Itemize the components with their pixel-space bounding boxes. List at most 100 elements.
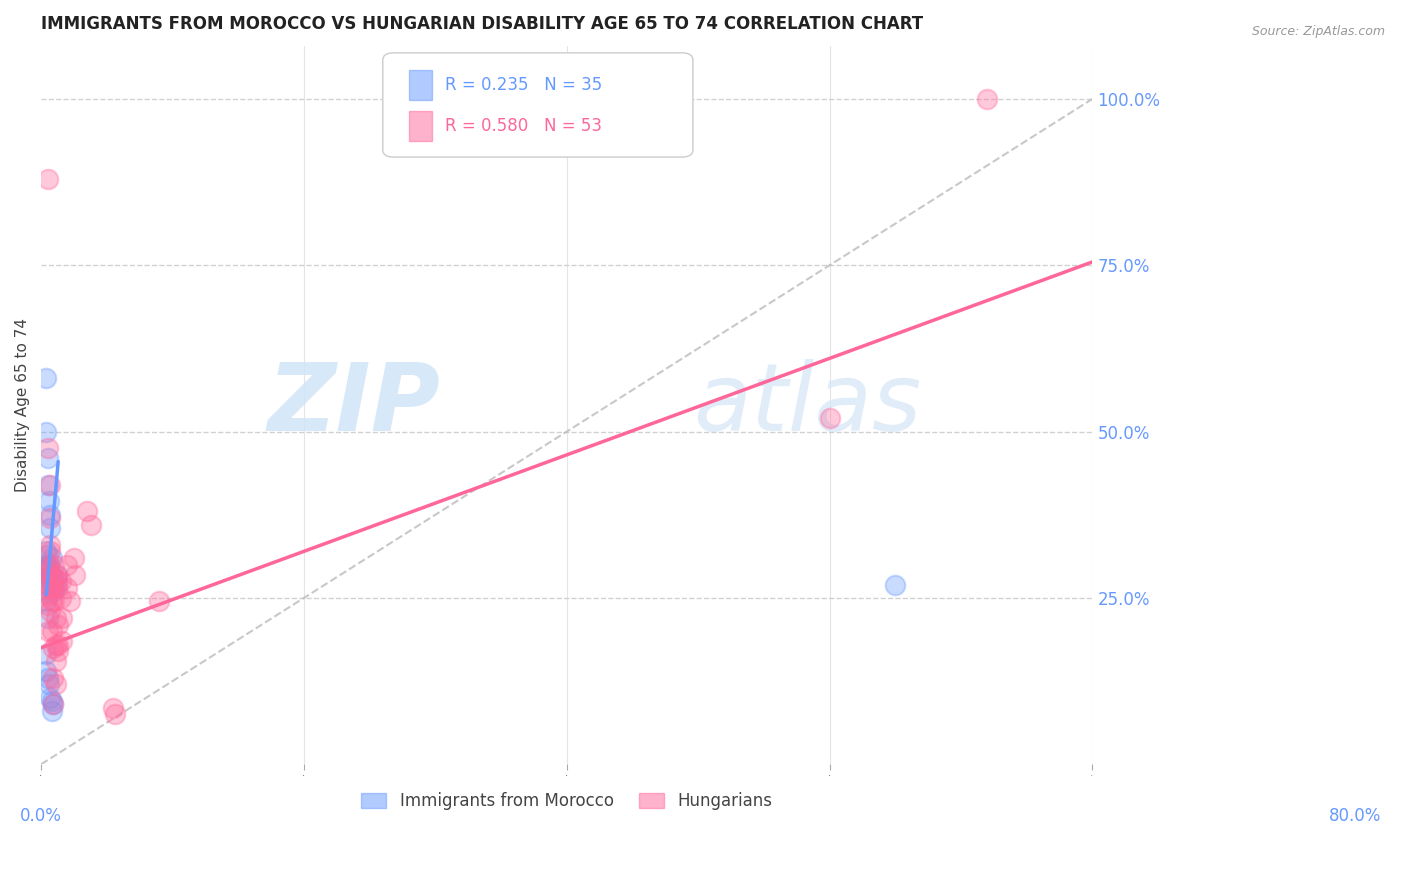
Point <box>39 604 62 618</box>
Point <box>45 638 67 652</box>
Text: IMMIGRANTS FROM MOROCCO VS HUNGARIAN DISABILITY AGE 65 TO 74 CORRELATION CHART: IMMIGRANTS FROM MOROCCO VS HUNGARIAN DIS… <box>41 15 924 33</box>
Point <box>42 698 65 712</box>
Point <box>41 704 63 718</box>
Point <box>56 558 79 572</box>
Point <box>37 598 59 612</box>
Text: atlas: atlas <box>693 359 921 450</box>
Point <box>103 700 125 714</box>
Point <box>44 574 66 589</box>
Point <box>37 571 59 585</box>
Point <box>38 494 60 508</box>
Point <box>45 567 67 582</box>
Point <box>35 425 58 439</box>
Point <box>51 611 73 625</box>
Point <box>76 504 98 518</box>
Point <box>46 617 69 632</box>
Text: Source: ZipAtlas.com: Source: ZipAtlas.com <box>1251 25 1385 38</box>
Point <box>44 571 66 585</box>
Bar <box>409 70 432 101</box>
Point <box>38 561 60 575</box>
Text: R = 0.235   N = 35: R = 0.235 N = 35 <box>444 77 602 95</box>
Point <box>49 574 72 589</box>
Point <box>37 171 59 186</box>
Point <box>35 561 58 575</box>
Point <box>35 371 58 385</box>
Point <box>41 571 63 585</box>
Point <box>35 544 58 558</box>
Text: R = 0.580   N = 53: R = 0.580 N = 53 <box>444 117 602 135</box>
Point <box>41 694 63 708</box>
Point <box>41 594 63 608</box>
Point <box>39 478 62 492</box>
Point <box>44 581 66 595</box>
Point <box>976 92 998 106</box>
Point <box>37 671 59 685</box>
Point <box>45 574 67 589</box>
Point <box>38 561 60 575</box>
Point <box>39 690 62 705</box>
Point <box>41 567 63 582</box>
Point <box>56 581 79 595</box>
Point <box>37 478 59 492</box>
Point <box>63 551 86 566</box>
Point <box>104 707 127 722</box>
Point <box>37 624 59 639</box>
Point <box>35 584 58 599</box>
Point <box>44 584 66 599</box>
Point <box>44 594 66 608</box>
Point <box>41 551 63 566</box>
Point <box>65 567 87 582</box>
Point <box>45 567 67 582</box>
Point <box>148 594 170 608</box>
Point <box>35 664 58 678</box>
FancyBboxPatch shape <box>382 53 693 157</box>
Point <box>37 581 59 595</box>
Bar <box>409 111 432 141</box>
Point <box>35 561 58 575</box>
Point <box>41 581 63 595</box>
Point <box>35 558 58 572</box>
Point <box>39 571 62 585</box>
Point <box>884 577 907 591</box>
Point <box>42 671 65 685</box>
Point <box>49 591 72 605</box>
Point <box>42 640 65 655</box>
Point <box>46 644 69 658</box>
Point <box>37 451 59 466</box>
Y-axis label: Disability Age 65 to 74: Disability Age 65 to 74 <box>15 318 30 492</box>
Point <box>35 648 58 662</box>
Point <box>59 594 82 608</box>
Point <box>45 677 67 691</box>
Point <box>39 538 62 552</box>
Point <box>37 588 59 602</box>
Point <box>38 558 60 572</box>
Point <box>42 698 65 712</box>
Point <box>37 564 59 578</box>
Point <box>45 654 67 668</box>
Text: ZIP: ZIP <box>267 359 440 451</box>
Point <box>35 594 58 608</box>
Point <box>39 508 62 522</box>
Point <box>38 567 60 582</box>
Point <box>37 611 59 625</box>
Point <box>45 611 67 625</box>
Point <box>44 558 66 572</box>
Point <box>80 517 103 532</box>
Point <box>39 521 62 535</box>
Point <box>38 574 60 589</box>
Legend: Immigrants from Morocco, Hungarians: Immigrants from Morocco, Hungarians <box>354 786 779 817</box>
Point <box>37 441 59 455</box>
Point <box>39 544 62 558</box>
Point <box>46 638 69 652</box>
Point <box>38 677 60 691</box>
Text: 0.0%: 0.0% <box>20 807 62 825</box>
Point <box>51 634 73 648</box>
Point <box>41 624 63 639</box>
Point <box>45 577 67 591</box>
Text: 80.0%: 80.0% <box>1329 807 1382 825</box>
Point <box>37 577 59 591</box>
Point <box>37 548 59 562</box>
Point <box>45 581 67 595</box>
Point <box>39 511 62 525</box>
Point <box>38 558 60 572</box>
